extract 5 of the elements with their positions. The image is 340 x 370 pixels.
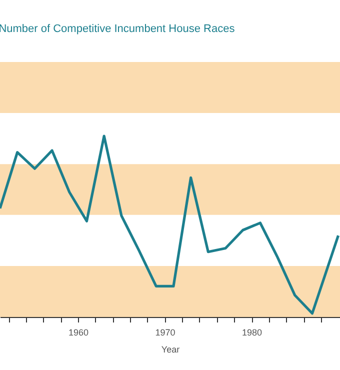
chart-title: Number of Competitive Incumbent House Races	[0, 23, 236, 35]
x-tick-label: 1980	[242, 328, 262, 338]
x-tick-label: 1970	[155, 328, 176, 338]
x-axis-title: Year	[161, 344, 180, 354]
x-tick-label: 1960	[68, 328, 89, 338]
